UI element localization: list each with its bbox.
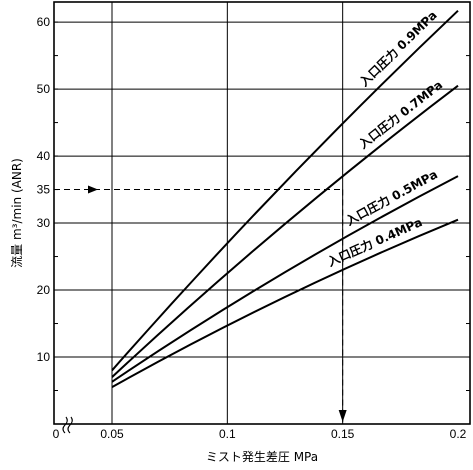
x-tick-label: 0.2 (450, 427, 467, 441)
y-tick-label: 40 (37, 149, 51, 163)
x-axis-label: ミスト発生差圧 MPa (206, 450, 318, 464)
x-tick-label: 0.05 (100, 427, 124, 441)
series-line (111, 9, 459, 372)
x-tick-labels: 0.05 0.1 0.15 0.2 (100, 427, 466, 441)
plot-frame (53, 1, 471, 425)
arrow-right-icon (88, 185, 98, 194)
y-tick-label: 60 (37, 15, 51, 29)
arrow-down-icon (338, 410, 347, 422)
reference-markers (54, 185, 347, 422)
y-axis-label: 流量 m³/min (ANR) (10, 158, 24, 268)
series-label: 入口圧力 0.5MPa (343, 166, 440, 228)
series-line (111, 218, 459, 389)
x-tick-label: 0.1 (219, 427, 236, 441)
y-tick-label: 20 (37, 283, 51, 297)
y-tick-label: 50 (37, 82, 51, 96)
y-tick-label: 10 (37, 350, 51, 364)
x-tick-label: 0.15 (331, 427, 355, 441)
grid-lines (54, 2, 470, 424)
series-line (111, 175, 459, 383)
y-tick-labels: 10 20 30 35 40 50 60 (37, 15, 51, 364)
series-lines (111, 9, 459, 389)
x-origin-label: 0 (53, 427, 60, 441)
y-tick-label: 35 (37, 183, 51, 197)
series-line (111, 84, 459, 378)
series-label: 入口圧力 0.9MPa (356, 7, 440, 89)
axis-break-icon (62, 416, 73, 434)
y-tick-label: 30 (37, 216, 51, 230)
series-label: 入口圧力 0.4MPa (325, 214, 424, 269)
series-label: 入口圧力 0.7MPa (356, 77, 446, 152)
